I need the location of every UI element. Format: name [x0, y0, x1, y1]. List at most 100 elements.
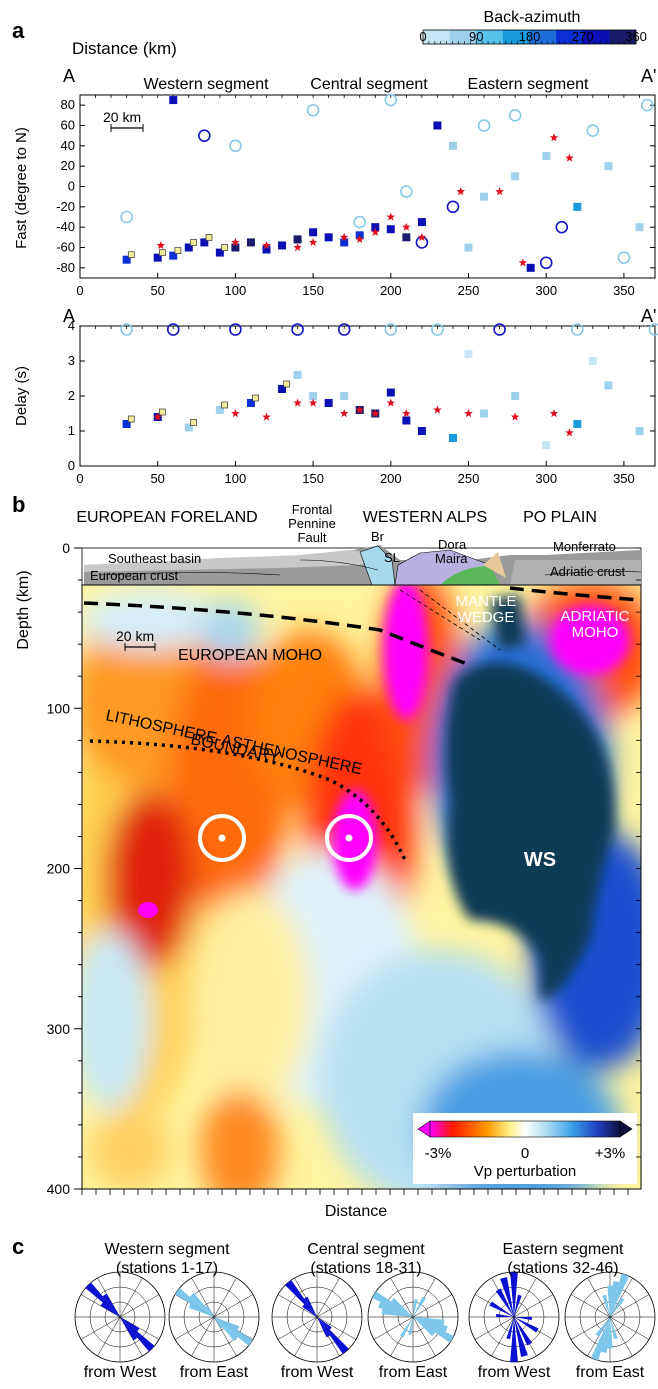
- rose-petal: [285, 1280, 317, 1317]
- panel-label-c: c: [12, 1234, 24, 1259]
- split-square-marker: [635, 223, 644, 232]
- rose-petal: [189, 1292, 214, 1317]
- split-circle-marker: [555, 220, 569, 234]
- split-square-marker: [262, 245, 271, 254]
- split-circle-marker: [477, 119, 491, 132]
- rose-petal: [372, 1291, 413, 1317]
- split-circle-marker: [291, 323, 304, 336]
- star-marker: [386, 212, 396, 221]
- star-marker: [417, 232, 427, 241]
- x-tick-label: 0: [76, 471, 83, 486]
- end-label-right: A': [641, 66, 656, 86]
- lab-line: [89, 739, 407, 861]
- baz-colorbar-bin: [476, 30, 504, 44]
- rose-diagrams: [74, 1271, 656, 1363]
- split-square-marker: [511, 392, 520, 400]
- null-square-marker: [127, 251, 135, 259]
- rose-petal: [607, 1317, 613, 1349]
- geo-label-southeast-basin: Southeast basin: [108, 551, 201, 566]
- baz-colorbar-tick-label: 270: [572, 29, 594, 44]
- split-square-marker: [433, 121, 442, 130]
- split-square-marker: [324, 233, 333, 242]
- delay-plot-frame: [79, 325, 656, 467]
- geology-section: Southeast basin European crust Br SL Dor…: [81, 529, 642, 586]
- rose-petal: [378, 1301, 413, 1317]
- split-square-marker: [200, 238, 209, 247]
- vp-colorbar-min: -3%: [425, 1145, 452, 1162]
- segment-label-western: Western segment: [143, 76, 269, 93]
- baz-colorbar-bin: [609, 30, 637, 44]
- rose-petal: [514, 1317, 533, 1346]
- split-square-marker: [340, 392, 349, 400]
- x-tick-label: 300: [535, 283, 557, 298]
- split-square-marker: [448, 434, 457, 442]
- baz-colorbar-bin: [556, 30, 584, 44]
- star-marker: [339, 232, 349, 241]
- split-square-marker: [293, 371, 302, 379]
- y-tick-label: 1: [68, 423, 75, 438]
- rose-diagram: [168, 1271, 260, 1363]
- split-square-marker: [464, 350, 473, 358]
- rose-petal: [610, 1273, 629, 1317]
- null-square-marker: [252, 394, 259, 402]
- x-tick-label: 350: [613, 283, 635, 298]
- rose-petal: [514, 1294, 522, 1317]
- split-square-marker: [278, 385, 287, 393]
- panel-a-xlabel: Distance (km): [72, 39, 177, 58]
- rose-label-western-west: from West: [84, 1364, 157, 1381]
- y-tick-label: 2: [68, 388, 75, 403]
- y-tick-label: 80: [61, 97, 75, 112]
- split-square-marker: [153, 253, 162, 262]
- rose-petal: [591, 1317, 610, 1361]
- split-square-marker: [386, 225, 395, 234]
- split-square-marker: [169, 96, 178, 105]
- fast-direction-plot: -80 -60 -40 -20 0 20 40 60 80 0 50 100 150 200 250 300 3…: [56, 93, 655, 298]
- star-marker: [262, 241, 271, 250]
- rose-petal: [317, 1317, 349, 1354]
- rose-petal: [102, 1293, 120, 1317]
- baz-colorbar-bin: [502, 30, 530, 44]
- target-circle-right: [325, 814, 373, 862]
- split-circle-marker: [493, 323, 506, 336]
- star-marker: [153, 412, 162, 421]
- null-square-marker: [205, 234, 213, 241]
- rose-petal: [413, 1317, 436, 1337]
- baz-colorbar-bin: [423, 30, 450, 44]
- scalebar-a: 20 km: [103, 109, 144, 132]
- fault-label-3: Fault: [298, 530, 327, 545]
- rose-petal: [413, 1296, 426, 1317]
- rose-petal: [610, 1281, 620, 1317]
- split-circle-marker: [586, 124, 600, 137]
- depth-axis: 0 100 200 300 400: [47, 540, 641, 1197]
- label-ws: WS: [524, 849, 556, 871]
- rose-petal: [120, 1317, 138, 1341]
- x-tick-label: 50: [150, 283, 164, 298]
- rose-label-western-east: from East: [180, 1364, 249, 1381]
- split-circle-marker: [166, 323, 180, 336]
- rose-title-eastern: Eastern segment: [503, 1241, 625, 1258]
- split-circle-marker: [446, 200, 460, 214]
- split-square-marker: [635, 427, 644, 435]
- rose-petal: [302, 1304, 317, 1317]
- x-tick-label: 350: [613, 471, 635, 486]
- split-square-marker: [588, 357, 597, 365]
- depth-tick-label: 400: [47, 1181, 71, 1197]
- rose-diagram: [74, 1271, 166, 1363]
- split-square-marker: [122, 255, 131, 264]
- rose-petal: [214, 1317, 240, 1331]
- star-marker: [371, 227, 380, 236]
- geo-label-monferrato: Monferrato: [553, 539, 616, 554]
- rose-subtitle-western: (stations 1-17): [116, 1260, 218, 1277]
- fast-plot-frame: [79, 94, 656, 279]
- star-marker: [308, 398, 318, 407]
- split-circle-marker: [384, 93, 398, 107]
- split-circle-marker: [617, 251, 631, 264]
- rose-subtitle-eastern: (stations 32-46): [507, 1260, 618, 1277]
- null-square-marker: [221, 244, 228, 251]
- y-tick-label: 4: [68, 318, 75, 333]
- depth-tick-label: 100: [47, 700, 71, 716]
- scalebar-b-label: 20 km: [116, 628, 154, 644]
- geo-label-maira: Maira: [435, 551, 468, 566]
- star-marker: [495, 187, 504, 196]
- split-square-marker: [309, 228, 318, 237]
